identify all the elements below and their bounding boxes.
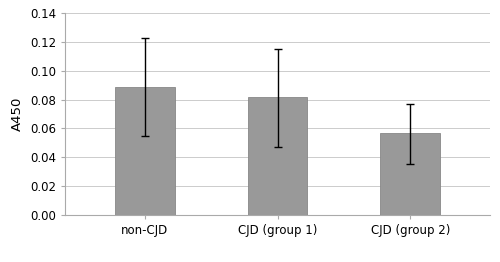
- Bar: [115, 86, 174, 215]
- Bar: [248, 97, 308, 215]
- Y-axis label: A450: A450: [12, 97, 24, 131]
- Bar: [380, 133, 440, 215]
